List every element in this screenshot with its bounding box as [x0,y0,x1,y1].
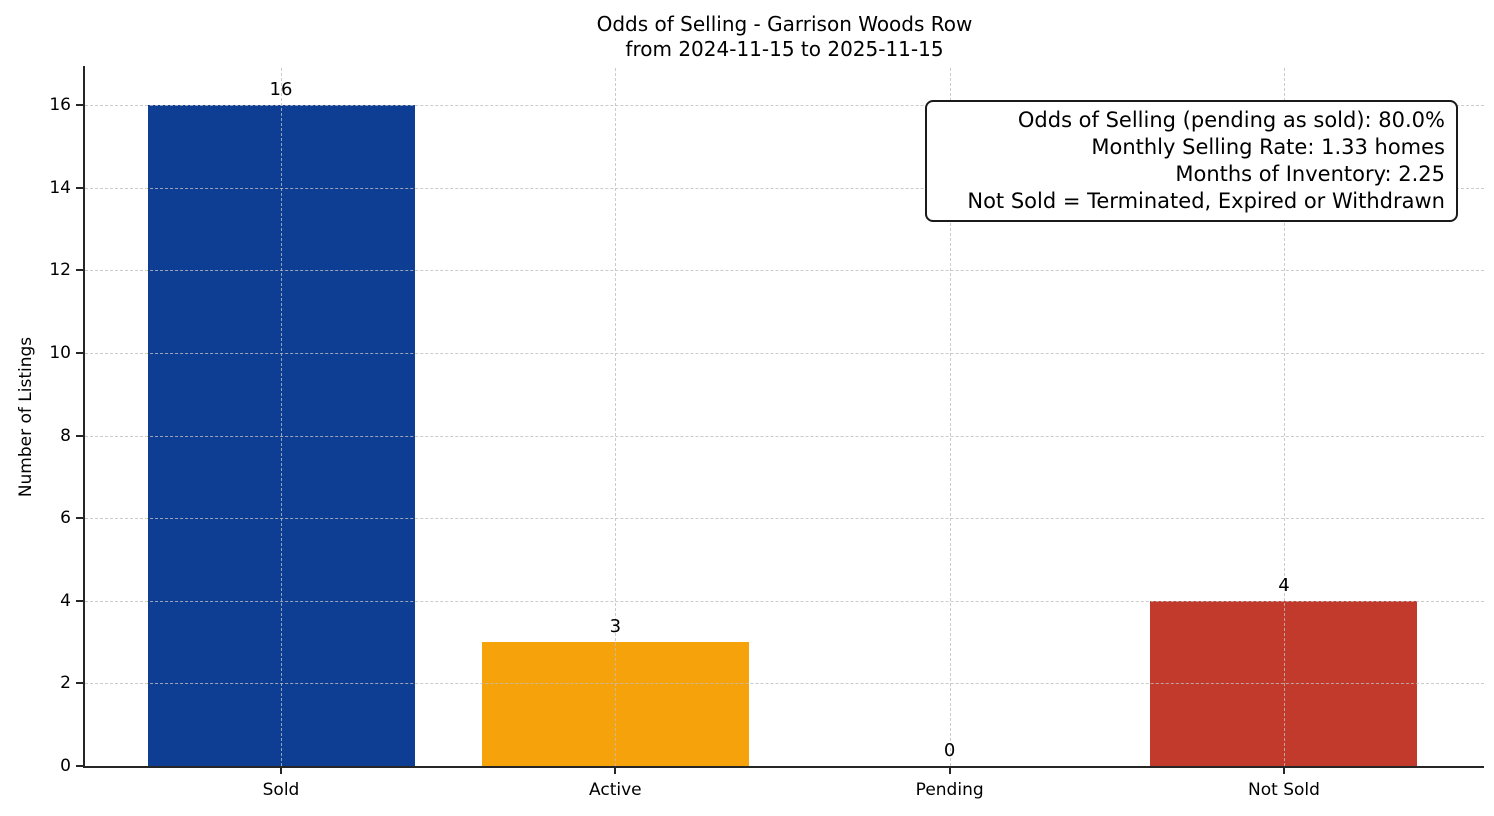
gridline-horizontal [85,105,1484,107]
gridline-vertical [615,68,617,766]
x-tick-mark [948,766,951,774]
chart-title-block: Odds of Selling - Garrison Woods Row fro… [85,12,1484,62]
x-axis-line [83,766,1484,768]
x-tick-label: Active [589,780,642,800]
annotation-months-of-inventory: Months of Inventory: 2.25 [1175,162,1445,186]
chart-title: Odds of Selling - Garrison Woods Row [596,12,973,36]
y-tick-label: 0 [60,756,71,776]
y-tick-label: 6 [60,508,71,529]
y-tick-label: 10 [49,342,71,363]
y-tick-label: 2 [60,673,71,694]
gridline-horizontal [85,600,1484,602]
gridline-vertical [1283,68,1285,766]
bar-value-label: 0 [943,740,956,761]
chart-subtitle: from 2024-11-15 to 2025-11-15 [625,37,944,61]
y-tick-mark [76,269,85,272]
gridline-horizontal [85,352,1484,354]
x-tick-mark [1282,766,1285,774]
y-tick-mark [76,434,85,437]
gridline-horizontal [85,270,1484,272]
gridline-horizontal [85,683,1484,685]
bar-value-label: 3 [609,616,622,638]
y-tick-label: 14 [49,177,71,198]
x-tick-label: Not Sold [1248,780,1320,800]
y-tick-mark [76,599,85,602]
x-tick-mark [614,766,617,774]
gridline-horizontal [85,518,1484,520]
y-tick-mark [76,517,85,520]
annotation-monthly-selling-rate: Monthly Selling Rate: 1.33 homes [1091,135,1445,159]
y-tick-label: 12 [49,260,71,281]
gridline-horizontal [85,187,1484,189]
bar-value-label: 16 [269,79,293,101]
y-tick-label: 8 [60,425,71,446]
y-axis-line [83,66,85,768]
plot-area: 0 2 4 6 8 10 12 14 16 Sold 16 Active 3 Pending 0 Not So… [49,66,1484,800]
bar-value-label: 4 [1278,574,1290,596]
y-tick-label: 4 [60,590,71,611]
gridline-vertical [281,68,282,766]
x-tick-mark [280,766,282,774]
y-tick-mark [76,351,85,354]
y-tick-mark [76,682,85,685]
y-tick-mark [76,104,85,107]
y-tick-mark [76,765,85,767]
y-tick-label: 16 [49,95,71,116]
annotation-not-sold-definition: Not Sold = Terminated, Expired or Withdr… [967,189,1445,213]
annotation-odds-of-selling: Odds of Selling (pending as sold): 80.0% [1017,108,1445,132]
gridline-horizontal [85,435,1484,437]
stats-annotation-box: Odds of Selling (pending as sold): 80.0%… [925,100,1458,222]
x-tick-label: Pending [915,780,984,800]
y-tick-mark [76,186,85,189]
gridline-vertical [949,68,951,766]
x-tick-label: Sold [262,780,300,800]
